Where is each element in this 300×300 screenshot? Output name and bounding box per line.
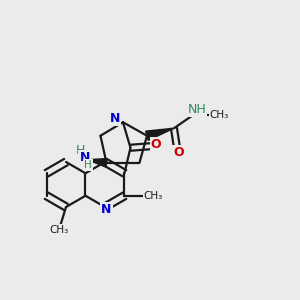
- Text: CH₃: CH₃: [49, 225, 68, 235]
- Polygon shape: [87, 159, 107, 167]
- Text: CH₃: CH₃: [143, 191, 163, 201]
- Polygon shape: [146, 128, 174, 140]
- Text: H: H: [84, 160, 92, 170]
- Text: N: N: [80, 151, 90, 164]
- Text: H: H: [76, 144, 85, 157]
- Text: CH₃: CH₃: [209, 110, 229, 120]
- Text: NH: NH: [188, 103, 206, 116]
- Text: O: O: [173, 146, 184, 159]
- Text: N: N: [101, 203, 112, 216]
- Text: N: N: [110, 112, 120, 125]
- Text: O: O: [151, 138, 161, 151]
